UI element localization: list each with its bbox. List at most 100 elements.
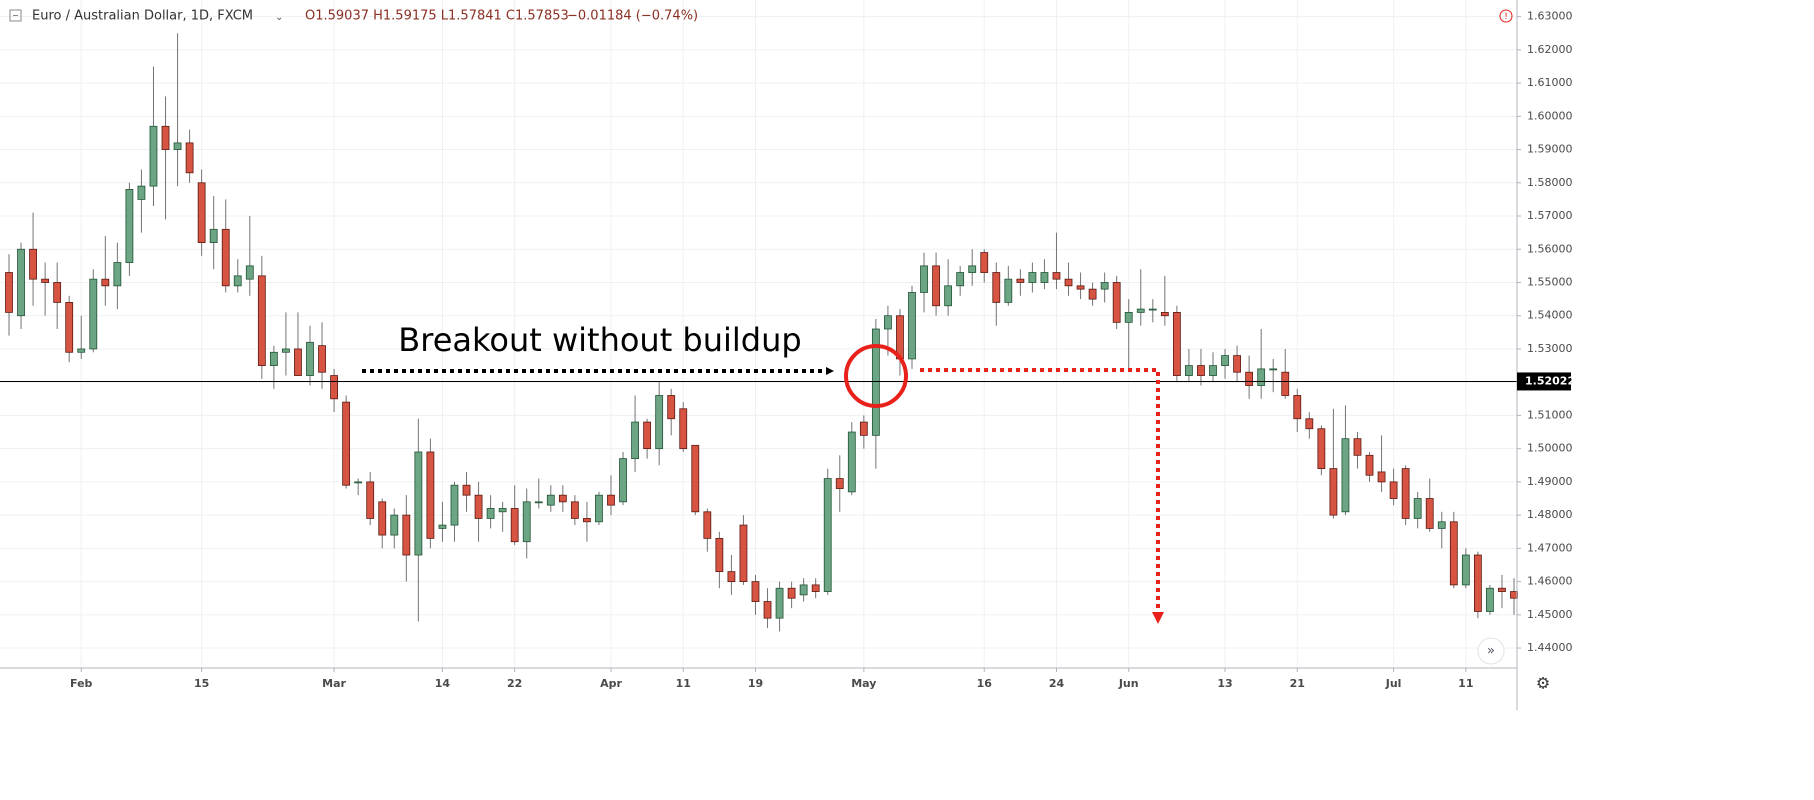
candle-body (1365, 454, 1374, 476)
price-label: 1.52022 (1525, 374, 1575, 387)
y-tick-label: 1.62000 (1527, 43, 1573, 56)
candle-body (1317, 428, 1326, 469)
candle-body (1016, 278, 1025, 283)
candle-body (29, 248, 37, 280)
candle-body (631, 421, 639, 460)
candle-body (1269, 368, 1278, 371)
candle-body (498, 508, 507, 513)
symbol-title[interactable]: Euro / Australian Dollar, 1D, FXCM (32, 9, 253, 24)
candle-body (1461, 554, 1470, 586)
candle-body (944, 285, 953, 307)
alert-icon[interactable] (1499, 9, 1513, 23)
settings-icon[interactable]: ⚙ (1536, 674, 1550, 693)
candle-body (1160, 311, 1169, 317)
candle-body (1185, 365, 1193, 376)
x-tick-label: Jul (1385, 677, 1402, 690)
candle-body (1040, 272, 1049, 283)
candle-body (245, 265, 254, 280)
candle-body (920, 265, 928, 293)
candle-body (1329, 468, 1338, 516)
candle-body (306, 341, 314, 376)
candle-body (53, 282, 62, 303)
candle-body (522, 501, 531, 543)
candle-body (173, 142, 182, 150)
candle-body (342, 401, 351, 486)
candle-body (1112, 282, 1121, 323)
candle-body (17, 248, 25, 317)
candle-body (474, 494, 483, 519)
x-tick-label: 13 (1217, 677, 1232, 690)
y-tick-label: 1.53000 (1527, 342, 1573, 355)
y-tick-label: 1.55000 (1527, 275, 1573, 288)
candle-body (1136, 308, 1145, 313)
candle-body (197, 182, 206, 244)
candle-body (77, 348, 86, 353)
candle-body (354, 481, 363, 484)
candle-body (1510, 591, 1518, 599)
collapse-button[interactable] (9, 9, 22, 22)
candle-body (1004, 278, 1013, 303)
candle-body (330, 375, 338, 400)
candle-body (89, 278, 98, 350)
candle-body (1197, 365, 1205, 376)
axes: 1.44000 1.45000 1.46000 1.47000 1.48000 1.490… (70, 10, 1575, 690)
y-tick-label: 1.54000 (1527, 309, 1573, 322)
x-tick-label: 24 (1049, 677, 1065, 690)
y-tick-label: 1.58000 (1527, 176, 1573, 189)
candle-body (414, 451, 423, 556)
scroll-button[interactable] (1477, 637, 1505, 665)
candle-body (799, 584, 808, 596)
candle-body (847, 431, 856, 493)
x-tick-label: 11 (1458, 677, 1473, 690)
candle-body (691, 444, 700, 513)
candle-body (1172, 311, 1181, 376)
x-tick-label: 14 (435, 677, 451, 690)
y-tick-label: 1.57000 (1527, 209, 1573, 222)
candle-body (137, 185, 146, 200)
candle-body (619, 458, 627, 503)
candle-body (1076, 285, 1085, 290)
candle-body (41, 278, 50, 283)
candle-body (595, 494, 603, 523)
candle-body (438, 524, 447, 529)
candle-body (1257, 368, 1266, 386)
candle-body (1389, 481, 1398, 499)
candle-body (956, 272, 965, 287)
alert-mark: ! (1504, 12, 1508, 22)
candles (0, 33, 1518, 632)
y-tick-label: 1.50000 (1527, 442, 1573, 455)
y-tick-label: 1.60000 (1527, 109, 1573, 122)
candle-body (1064, 278, 1073, 287)
candle-body (1401, 468, 1410, 519)
y-tick-label: 1.63000 (1527, 10, 1573, 23)
candle-body (1088, 288, 1097, 300)
dropdown-icon[interactable]: ⌄ (275, 12, 283, 23)
candle-body (932, 265, 940, 307)
annotation-text: Breakout without buildup (398, 321, 801, 359)
y-tick-label: 1.59000 (1527, 143, 1573, 156)
y-tick-label: 1.46000 (1527, 575, 1573, 588)
candle-body (282, 348, 290, 353)
candle-body (992, 272, 1001, 303)
candle-body (727, 571, 736, 582)
candle-body (787, 587, 796, 599)
candle-body (1233, 355, 1241, 373)
y-tick-label: 1.49000 (1527, 475, 1573, 488)
candle-body (125, 189, 134, 263)
candle-body (1028, 272, 1037, 283)
candle-body (763, 601, 772, 619)
candle-body (667, 395, 676, 420)
x-tick-label: Feb (70, 677, 93, 690)
candle-body (1449, 521, 1458, 586)
candle-body (558, 494, 567, 503)
candle-body (486, 508, 495, 519)
candle-body (823, 478, 832, 592)
candle-body (450, 484, 459, 526)
candle-body (1245, 371, 1254, 386)
candle-body (908, 292, 916, 360)
candle-body (149, 125, 158, 187)
candle-body (269, 351, 278, 366)
candle-body (859, 421, 868, 436)
candle-body (775, 587, 784, 619)
